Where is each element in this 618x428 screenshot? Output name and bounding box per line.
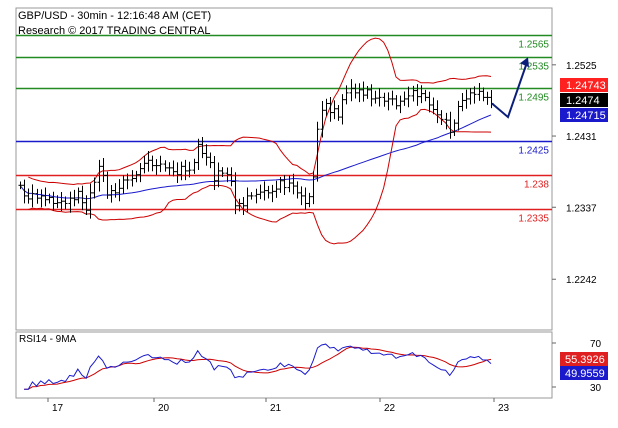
main-panel-frame (15, 7, 553, 399)
price-tick-label: 1.2525 (566, 61, 597, 72)
price-tick-label: 1.2337 (566, 203, 597, 214)
rsi-tick-label: 30 (590, 383, 602, 394)
current-price-label: 1.2474 (566, 95, 600, 107)
current-price-bg (560, 108, 608, 122)
current-price-box: 1.24715 (560, 108, 608, 122)
time-axis: 17 20 21 22 23 (47, 398, 510, 414)
chart-title: GBP/USD - 30min - 12:16:48 AM (CET) (18, 10, 212, 22)
projection-path (491, 64, 527, 119)
level-label: 1.2535 (518, 62, 549, 73)
current-price-box: 1.24743 (560, 78, 608, 92)
rsi-value: 49.9559 (565, 368, 605, 380)
price-axis: 1.2525 1.2431 1.2337 1.2242 1.24743 1.2474 1.2… (552, 61, 608, 286)
bollinger-lower (28, 108, 492, 245)
price-bars (18, 79, 494, 219)
time-tick-label: 22 (384, 403, 396, 414)
rsi-ma-value: 55.3926 (565, 354, 605, 366)
rsi-ma-line (24, 346, 492, 390)
current-price-bg (560, 93, 608, 107)
time-tick-label: 17 (52, 403, 64, 414)
rsi-panel: 70 30 55.3926 49.9559 (24, 339, 608, 394)
level-label: 1.2565 (518, 40, 549, 51)
rsi-title: RSI14 - 9MA (19, 334, 77, 345)
rsi-value-box: 49.9559 (560, 366, 608, 380)
level-label: 1.2495 (518, 93, 549, 104)
current-price-box: 1.2474 (560, 93, 608, 107)
main-panel-border (15, 7, 553, 331)
projection-arrow (491, 57, 529, 119)
rsi-tick-label: 70 (590, 339, 602, 350)
time-tick-label: 21 (270, 403, 282, 414)
time-tick-label: 20 (158, 403, 170, 414)
rsi-value-bg (560, 366, 608, 380)
projection-arrowhead (520, 57, 529, 68)
moving-average (19, 114, 492, 200)
bollinger-upper (28, 37, 492, 186)
level-label: 1.2425 (518, 146, 549, 157)
level-label: 1.238 (524, 180, 549, 191)
chart-copyright: Research © 2017 TRADING CENTRAL (18, 25, 211, 37)
bollinger-bands (19, 37, 492, 245)
rsi-line (24, 343, 492, 390)
level-label: 1.2335 (518, 214, 549, 225)
rsi-ma-value-box: 55.3926 (560, 352, 608, 366)
current-price-label: 1.24715 (566, 110, 606, 122)
rsi-ma-value-bg (560, 352, 608, 366)
current-price-label: 1.24743 (566, 80, 606, 92)
current-price-bg (560, 78, 608, 92)
price-tick-label: 1.2431 (566, 132, 597, 143)
time-tick-label: 23 (498, 403, 510, 414)
price-tick-label: 1.2242 (566, 275, 597, 286)
